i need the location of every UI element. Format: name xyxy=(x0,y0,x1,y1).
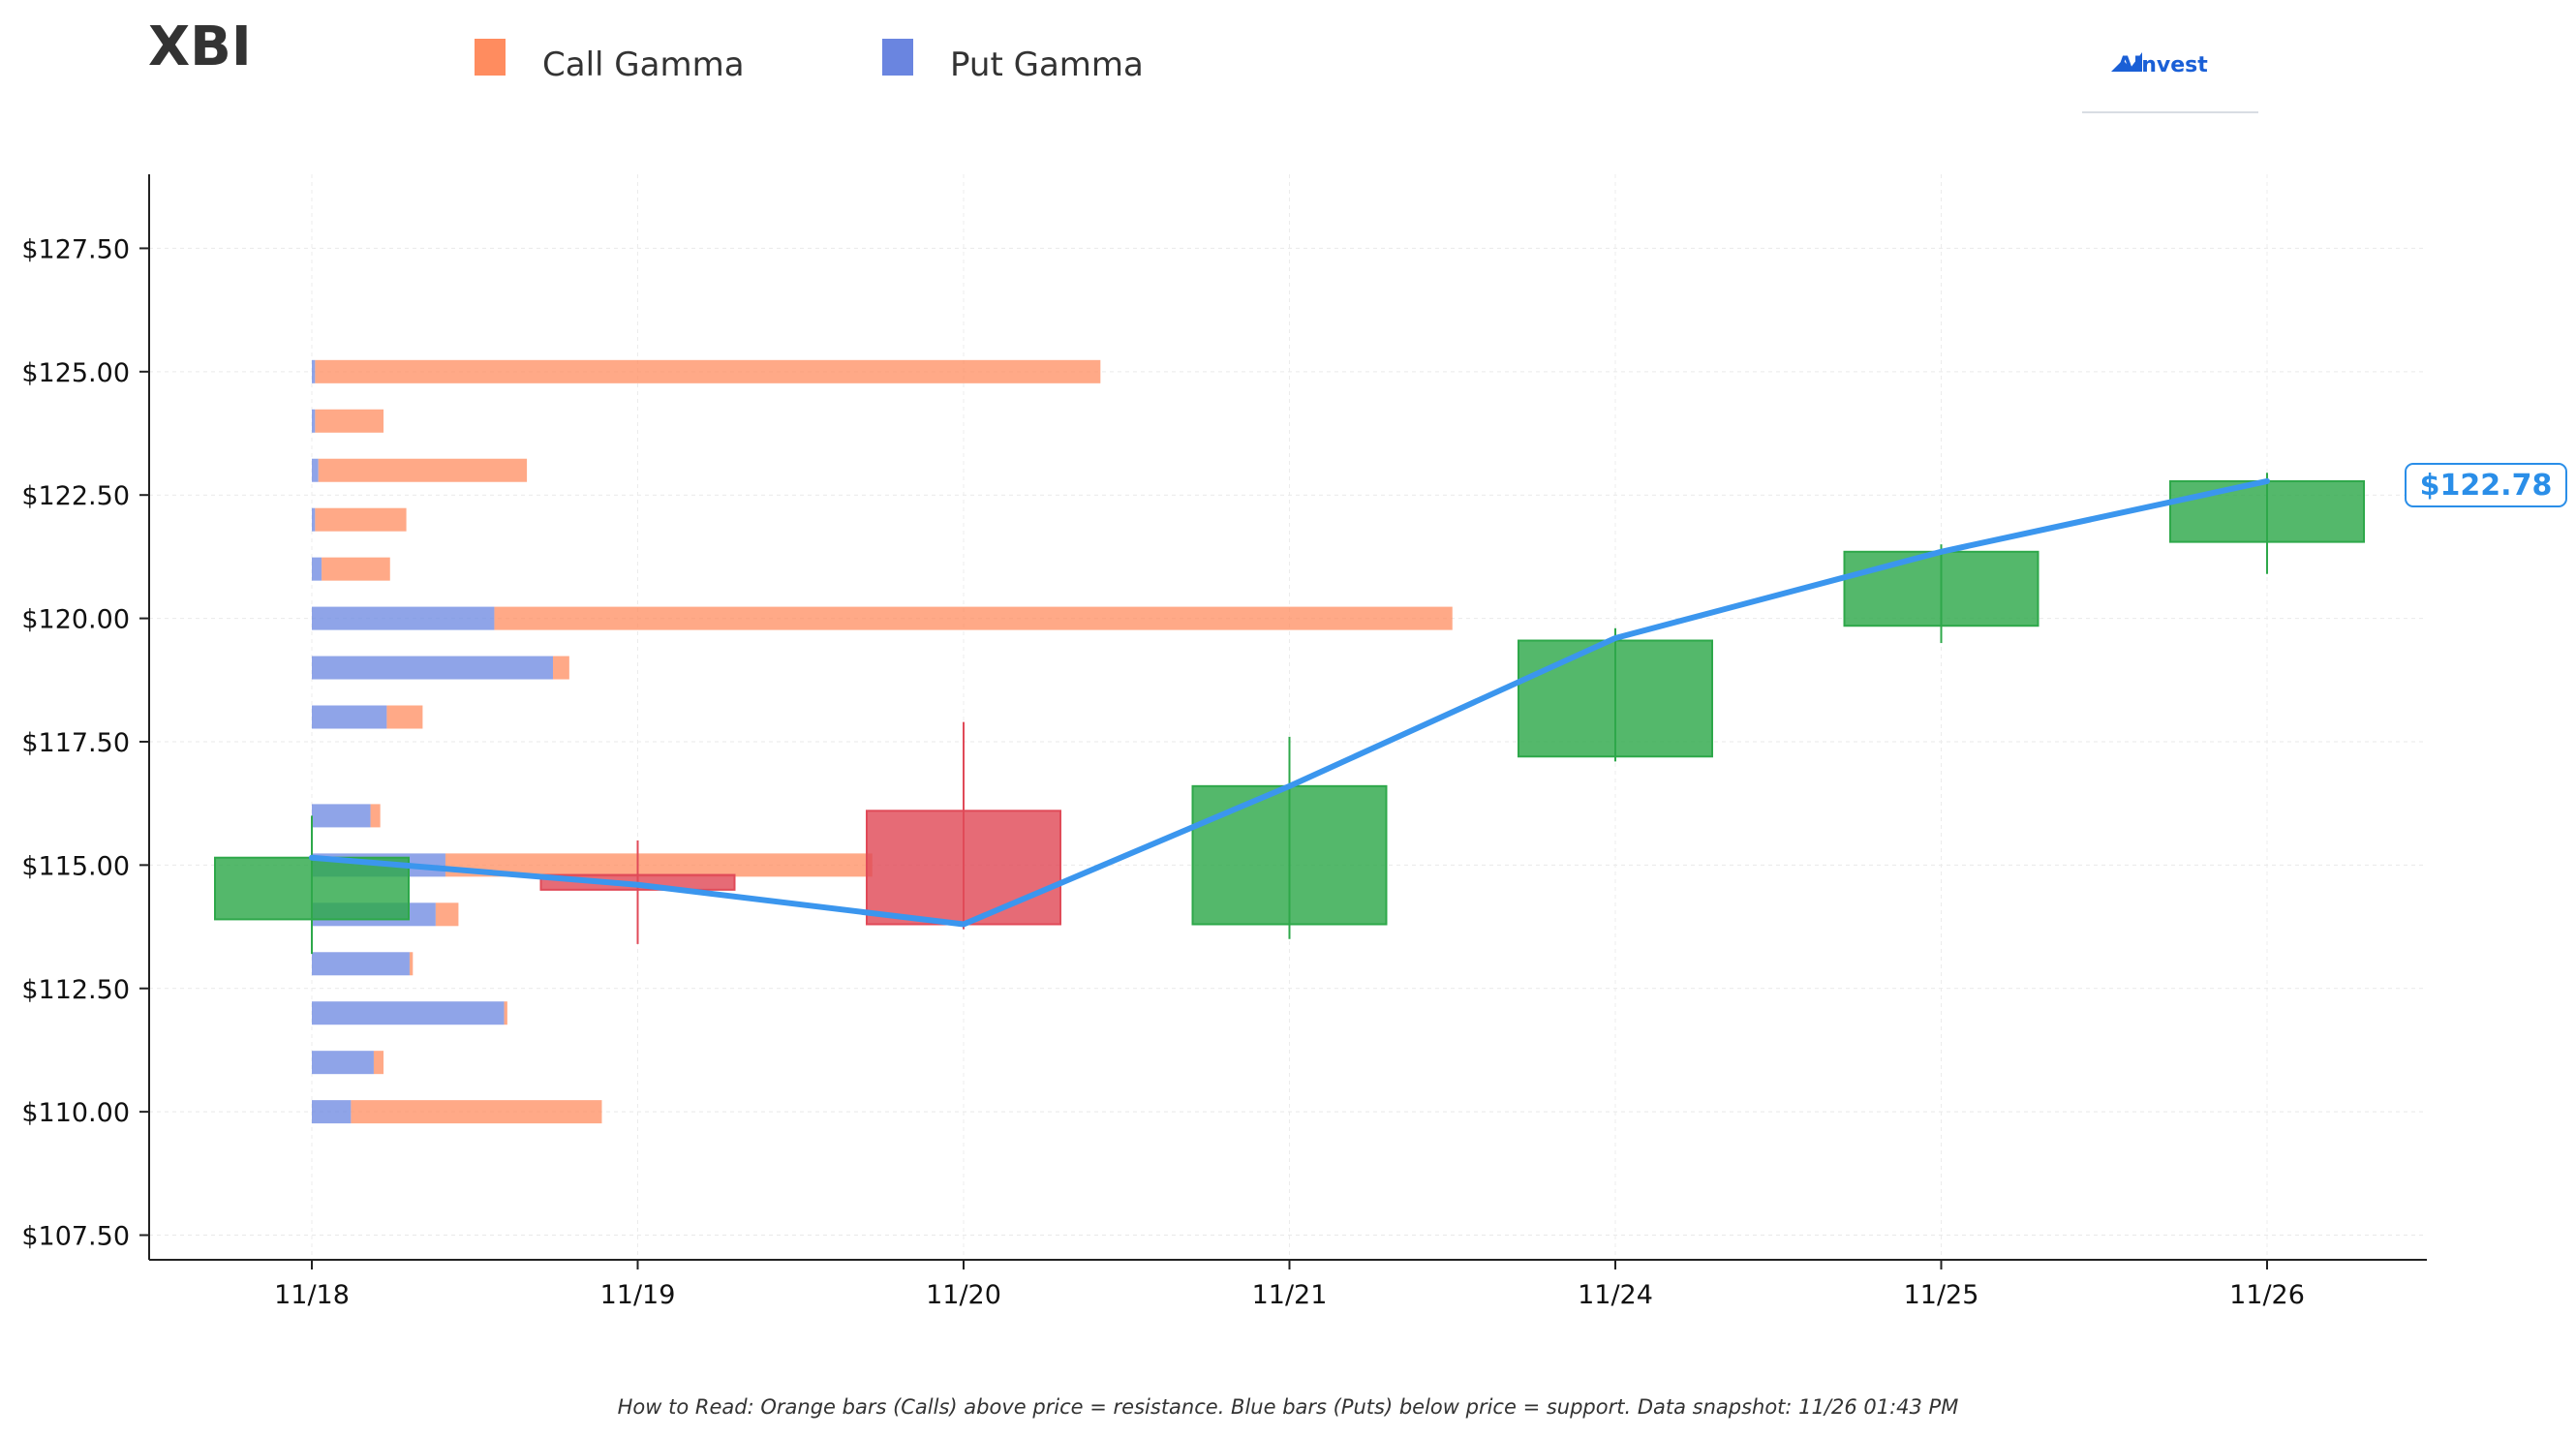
candle-body-up xyxy=(1843,550,2039,627)
x-tick-label: 11/25 xyxy=(1904,1280,1979,1310)
put-gamma-bar xyxy=(312,804,371,828)
x-ticks: 11/18 11/19 11/20 11/21 11/24 11/25 11/26 xyxy=(274,1260,2305,1310)
call-gamma-bar xyxy=(315,359,1101,383)
call-gamma-bar xyxy=(504,1001,507,1025)
last-price-badge: $122.78 xyxy=(2405,463,2567,507)
call-gamma-bar xyxy=(322,557,390,581)
y-tick-label: $120.00 xyxy=(21,605,130,635)
legend-put-swatch xyxy=(882,39,913,76)
put-gamma-bar xyxy=(312,952,410,976)
candle-body-down xyxy=(866,810,1061,926)
y-ticks: $107.50 $110.00 $112.50 $115.00 $117.50 $120.… xyxy=(21,234,149,1252)
ainvest-logo: AInvest xyxy=(2082,52,2258,113)
last-price-box xyxy=(2405,463,2567,507)
y-tick-label: $125.00 xyxy=(21,358,130,388)
put-gamma-bar xyxy=(312,705,387,729)
call-gamma-bar xyxy=(409,952,414,976)
y-tick-label: $117.50 xyxy=(21,728,130,758)
chart-title: XBI xyxy=(148,15,252,78)
candle-body-up xyxy=(2169,479,2365,543)
gamma-bars xyxy=(312,359,1453,1124)
call-gamma-bar xyxy=(435,902,459,927)
put-gamma-bar xyxy=(312,606,495,630)
put-gamma-bar xyxy=(312,507,316,532)
y-tick-label: $127.50 xyxy=(21,234,130,264)
x-tick-label: 11/21 xyxy=(1252,1280,1328,1310)
x-tick-label: 11/26 xyxy=(2229,1280,2305,1310)
footnote: How to Read: Orange bars (Calls) above p… xyxy=(618,1395,1959,1419)
call-gamma-bar xyxy=(315,507,407,532)
x-tick-label: 11/24 xyxy=(1578,1280,1653,1310)
call-gamma-bar xyxy=(315,409,384,433)
put-gamma-bar xyxy=(312,656,554,680)
candles xyxy=(214,473,2365,955)
call-gamma-bar xyxy=(553,656,569,680)
x-tick-label: 11/18 xyxy=(274,1280,350,1310)
y-tick-label: $107.50 xyxy=(21,1222,130,1252)
last-price-label: $122.78 xyxy=(2420,469,2553,503)
axes xyxy=(148,174,2427,1261)
x-tick-label: 11/19 xyxy=(600,1280,676,1310)
logo-text: AInvest xyxy=(2117,53,2208,77)
y-tick-label: $110.00 xyxy=(21,1098,130,1128)
put-gamma-bar xyxy=(312,1051,374,1075)
y-tick-label: $112.50 xyxy=(21,975,130,1005)
put-gamma-bar xyxy=(312,1100,352,1124)
put-gamma-bar xyxy=(312,557,322,581)
legend-call-label: Call Gamma xyxy=(542,46,745,84)
logo-chart-icon xyxy=(2111,52,2142,72)
candle-body-up xyxy=(214,856,410,921)
close-price-line xyxy=(309,477,2270,928)
candle-body-up xyxy=(1191,784,1388,926)
close-line xyxy=(309,477,2270,928)
put-gamma-bar xyxy=(312,359,316,383)
grid xyxy=(149,174,2427,1260)
x-tick-label: 11/20 xyxy=(926,1280,1001,1310)
put-gamma-bar xyxy=(312,458,319,482)
legend-put-label: Put Gamma xyxy=(950,46,1144,84)
call-gamma-bar xyxy=(373,1051,384,1075)
call-gamma-bar xyxy=(351,1100,602,1124)
call-gamma-bar xyxy=(370,804,381,828)
put-gamma-bar xyxy=(312,1001,505,1025)
put-gamma-bar xyxy=(312,409,316,433)
legend-call-swatch xyxy=(475,39,506,76)
call-gamma-bar xyxy=(318,458,528,482)
candle-body-up xyxy=(1518,639,1713,758)
y-tick-label: $115.00 xyxy=(21,851,130,881)
y-tick-label: $122.50 xyxy=(21,481,130,511)
call-gamma-bar xyxy=(386,705,423,729)
call-gamma-bar xyxy=(494,606,1453,630)
